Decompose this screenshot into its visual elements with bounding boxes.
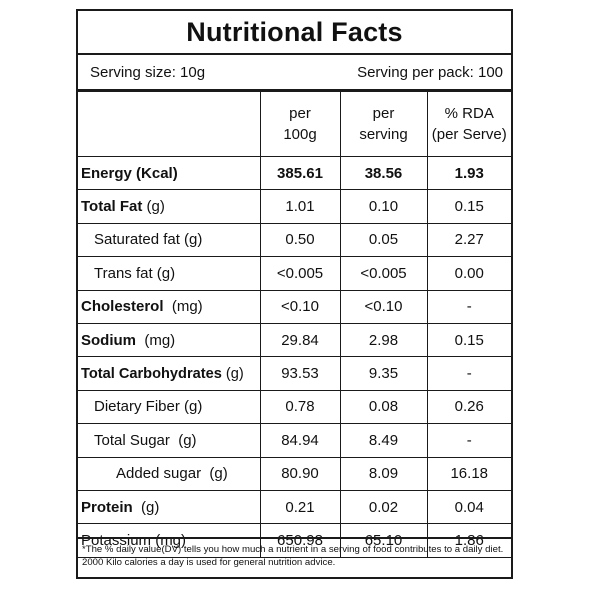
value-rda: 0.15 <box>426 189 511 224</box>
value-rda: 0.15 <box>426 322 511 358</box>
table-header-row: per 100g per serving % RDA (per Serve) <box>78 91 511 157</box>
value-rda: 1.93 <box>426 155 511 191</box>
value-per-100g: <0.005 <box>259 256 341 291</box>
value-per-100g: 29.84 <box>259 322 341 358</box>
value-per-serving: 38.56 <box>339 155 428 191</box>
nutrient-label: Protein <box>81 498 133 516</box>
header-per-100g-label: per 100g <box>283 105 317 143</box>
serving-size: Serving size: 10g <box>90 63 206 81</box>
nutrient-unit: (mg) <box>136 331 176 349</box>
value-per-serving: <0.005 <box>339 256 428 291</box>
nutrient-name: Cholesterol (mg) <box>78 289 261 324</box>
nutrient-unit: (g) <box>142 198 165 216</box>
nutrient-label: Cholesterol <box>81 298 164 316</box>
header-per-serving: per serving <box>339 91 428 157</box>
page-title: Nutritional Facts <box>78 11 511 55</box>
table-row: Total Carbohydrates (g) 93.53 9.35 - <box>78 356 511 391</box>
value-rda: 0.00 <box>426 256 511 291</box>
value-rda: - <box>426 423 511 458</box>
nutrition-table: per 100g per serving % RDA (per Serve) E… <box>78 91 511 558</box>
value-per-100g: 385.61 <box>259 155 341 191</box>
value-per-serving: 0.02 <box>339 489 428 525</box>
nutrient-unit: (g) <box>221 365 244 382</box>
nutrient-label: Total Carbohydrates <box>81 365 222 382</box>
serving-info: Serving size: 10g Serving per pack: 100 <box>78 55 511 91</box>
nutrient-name: Trans fat (g) <box>78 256 261 291</box>
table-row: Cholesterol (mg) <0.10 <0.10 - <box>78 289 511 324</box>
table-row: Energy (Kcal) 385.61 38.56 1.93 <box>78 155 511 191</box>
value-rda: - <box>426 289 511 324</box>
serving-per-pack: Serving per pack: 100 <box>357 63 503 81</box>
value-rda: 1.86 <box>426 523 511 558</box>
header-nutrient <box>78 91 261 157</box>
table-row: Saturated fat (g) 0.50 0.05 2.27 <box>78 222 511 258</box>
value-per-100g: 84.94 <box>259 423 341 458</box>
footnote: *The % daily value(DV) tells you how muc… <box>78 537 511 577</box>
value-per-100g: 0.50 <box>259 222 341 258</box>
table-row: Sodium (mg) 29.84 2.98 0.15 <box>78 322 511 358</box>
nutrient-label: Total Fat <box>81 198 143 216</box>
table-row: Protein (g) 0.21 0.02 0.04 <box>78 489 511 525</box>
nutrient-name: Total Carbohydrates (g) <box>78 356 261 391</box>
value-per-100g: 1.01 <box>259 189 341 224</box>
nutrient-name: Protein (g) <box>78 489 261 525</box>
value-per-100g: 650.98 <box>259 523 341 558</box>
nutrient-name: Total Fat (g) <box>78 189 261 224</box>
nutrient-name: Added sugar (g) <box>78 456 261 491</box>
value-per-100g: 80.90 <box>259 456 341 491</box>
table-row: Total Sugar (g) 84.94 8.49 - <box>78 423 511 458</box>
value-per-serving: 0.05 <box>339 222 428 258</box>
nutrition-facts-panel: Nutritional Facts Serving size: 10g Serv… <box>76 9 513 579</box>
table-row: Dietary Fiber (g) 0.78 0.08 0.26 <box>78 389 511 425</box>
table-row: Total Fat (g) 1.01 0.10 0.15 <box>78 189 511 224</box>
nutrient-name: Potassium (mg) <box>78 523 261 558</box>
nutrient-name: Total Sugar (g) <box>78 423 261 458</box>
value-per-serving: 9.35 <box>339 356 428 391</box>
nutrient-name: Saturated fat (g) <box>78 222 261 258</box>
value-per-serving: 8.49 <box>339 423 428 458</box>
value-per-serving: 0.10 <box>339 189 428 224</box>
value-rda: 16.18 <box>426 456 511 491</box>
header-rda-label: % RDA (per Serve) <box>431 105 507 143</box>
value-per-serving: 8.09 <box>339 456 428 491</box>
header-rda: % RDA (per Serve) <box>426 91 511 157</box>
nutrient-name: Sodium (mg) <box>78 322 261 358</box>
nutrient-name: Energy (Kcal) <box>78 155 261 191</box>
value-per-serving: <0.10 <box>339 289 428 324</box>
table-row: Trans fat (g) <0.005 <0.005 0.00 <box>78 256 511 291</box>
nutrient-name: Dietary Fiber (g) <box>78 389 261 425</box>
nutrient-unit: (g) <box>132 498 160 516</box>
value-per-serving: 2.98 <box>339 322 428 358</box>
nutrient-label: Sodium <box>81 331 136 349</box>
header-per-serving-label: per serving <box>359 105 408 143</box>
value-per-100g: 0.21 <box>259 489 341 525</box>
nutrient-unit: (mg) <box>163 298 203 316</box>
value-per-100g: 0.78 <box>259 389 341 425</box>
value-rda: 2.27 <box>426 222 511 258</box>
header-per-100g: per 100g <box>259 91 341 157</box>
value-per-100g: 93.53 <box>259 356 341 391</box>
value-rda: 0.26 <box>426 389 511 425</box>
value-per-serving: 0.08 <box>339 389 428 425</box>
value-per-serving: 65.10 <box>339 523 428 558</box>
value-per-100g: <0.10 <box>259 289 341 324</box>
table-row: Added sugar (g) 80.90 8.09 16.18 <box>78 456 511 491</box>
value-rda: 0.04 <box>426 489 511 525</box>
table-row: Potassium (mg) 650.98 65.10 1.86 <box>78 523 511 558</box>
value-rda: - <box>426 356 511 391</box>
